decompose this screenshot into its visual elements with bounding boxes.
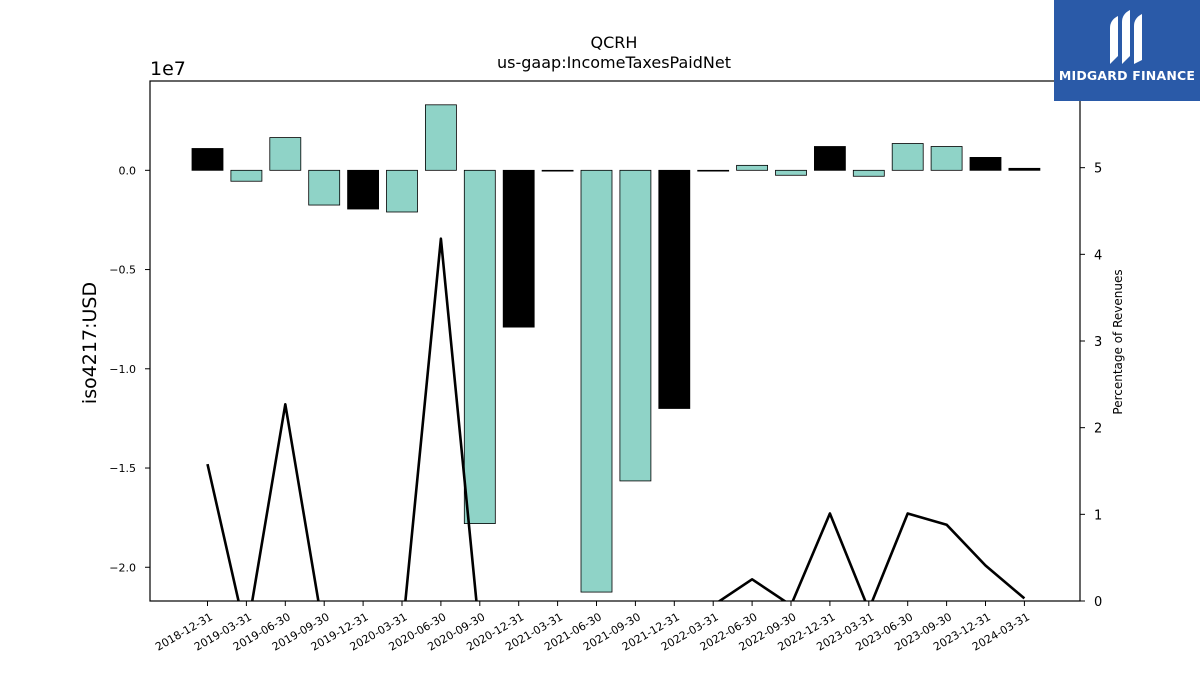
bar-2019-06-30 [269,137,302,171]
bar-2021-12-31 [658,169,691,409]
y2-tick-label: 2 [1094,422,1102,437]
y2-tick-label: 3 [1094,335,1102,350]
bar-2019-09-30 [308,169,341,206]
bar-2020-12-31 [502,169,535,328]
bar-2023-03-31 [852,169,885,177]
y-axis-label: iso4217:USD [79,282,101,404]
chart-subtitle: us-gaap:IncomeTaxesPaidNet [497,53,731,72]
bar-2023-12-31 [969,157,1002,171]
y-tick-label: −2.0 [109,561,136,574]
percentage-line [206,237,1026,601]
bar-2019-12-31 [347,169,380,210]
bar-2022-03-31 [697,169,730,172]
bar-2019-03-31 [230,169,263,182]
y-tick-label: −1.0 [109,363,136,376]
y-tick-label: −0.5 [109,264,136,277]
y-offset-label: 1e7 [150,58,186,80]
brand-logo: MIDGARD FINANCE [1054,0,1200,101]
bar-2023-06-30 [891,143,924,171]
bar-2021-06-30 [580,169,613,593]
bar-2021-03-31 [541,169,574,172]
logo-icon [1110,10,1142,64]
bar-2022-12-31 [814,146,846,171]
y2-tick-label: 5 [1094,162,1102,177]
bar-2020-03-31 [386,169,418,213]
bar-2021-09-30 [619,169,652,482]
bar-2018-12-31 [191,148,224,171]
y2-tick-label: 0 [1094,595,1102,610]
bar-2023-09-30 [930,146,963,171]
bar-2022-06-30 [736,164,768,171]
y2-tick-label: 4 [1094,248,1102,263]
bar-2020-06-30 [424,104,457,171]
logo-text: MIDGARD FINANCE [1058,68,1196,83]
plot-frame [149,80,1081,602]
bar-2022-09-30 [775,169,807,176]
chart-title: QCRH [591,33,638,52]
bar-2024-03-31 [1008,167,1041,171]
bar-2020-09-30 [463,169,496,524]
y-tick-label: 0.0 [119,164,137,177]
y-tick-label: −1.5 [109,462,136,475]
y2-tick-label: 1 [1094,508,1102,523]
y2-axis-label: Percentage of Revenues [1111,269,1125,414]
